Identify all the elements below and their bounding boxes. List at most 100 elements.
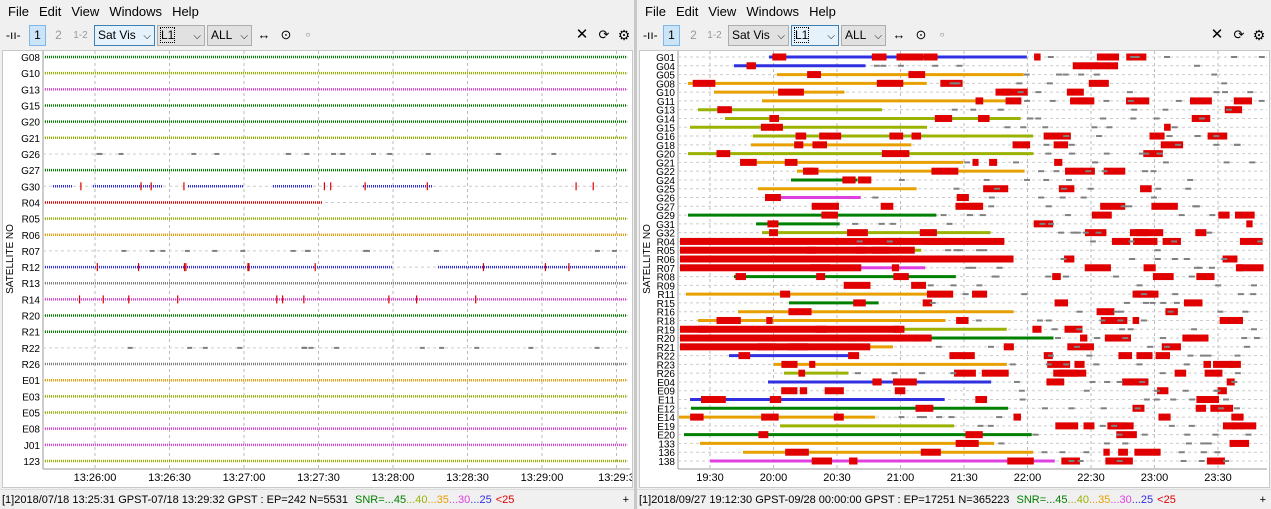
connect-icon[interactable]: -ıı- (6, 28, 21, 42)
menu-edit[interactable]: Edit (675, 4, 699, 19)
expand-icon[interactable]: + (622, 494, 629, 506)
gear-icon[interactable]: ⚙ (1252, 27, 1266, 43)
plot-type-select[interactable]: Sat Vis ⌵ (728, 25, 789, 46)
status-text: 2018/07/18 13:25:31 GPST-07/18 13:29:32 … (14, 494, 348, 506)
obs-2-button[interactable]: 2 (55, 28, 62, 42)
gear-icon[interactable]: ⚙ (617, 27, 631, 43)
satellite-label: R16 (657, 308, 676, 319)
center-origin-icon[interactable]: ⊙ (280, 27, 292, 42)
menu-help[interactable]: Help (809, 4, 836, 19)
low-snr-block (772, 53, 787, 61)
low-snr-block (871, 53, 887, 61)
low-snr-block (680, 334, 918, 342)
low-snr-block (769, 114, 779, 122)
chevron-down-icon: ⌵ (193, 31, 201, 42)
low-snr-block (1164, 123, 1171, 131)
chevron-down-icon: ⌵ (874, 31, 882, 42)
low-snr-block (1013, 413, 1021, 421)
menu-edit[interactable]: Edit (38, 4, 62, 19)
satellite-label: G20 (656, 150, 675, 161)
snr-level: <25 (1157, 494, 1176, 506)
satellite-label: R26 (657, 369, 676, 380)
menu-windows[interactable]: Windows (109, 4, 163, 19)
frequency-select[interactable]: L1 ⌵ (791, 25, 839, 46)
center-origin-icon[interactable]: ⊙ (915, 27, 927, 42)
expand-icon[interactable]: + (1259, 494, 1266, 506)
frequency-value: L1 (159, 27, 176, 43)
low-snr-block (1222, 255, 1238, 263)
menu-view[interactable]: View (708, 4, 737, 19)
satellite-label: G21 (21, 134, 40, 145)
low-snr-block (1196, 273, 1215, 281)
low-snr-block (848, 352, 860, 360)
obs-1-2-button[interactable]: 1-2 (73, 30, 88, 41)
satellite-label: R08 (657, 273, 676, 284)
low-snr-block (849, 457, 858, 465)
satellite-label: G14 (656, 114, 675, 125)
x-tick-label: 22:30 (1077, 472, 1105, 484)
close-icon[interactable]: ✕ (1210, 26, 1224, 43)
window-divider[interactable] (634, 0, 637, 509)
low-snr-block (1001, 88, 1028, 96)
satellite-label: G27 (21, 166, 40, 177)
low-snr-block (816, 273, 826, 281)
sat-vis-plot[interactable]: SATELLITE NO 19:30 20:00 20:30 21:00 21:30 22:… (639, 50, 1270, 488)
low-snr-block (972, 158, 979, 166)
reload-icon[interactable]: ⟳ (598, 27, 610, 42)
fit-horizontal-icon[interactable]: ↔ (257, 27, 271, 42)
snr-level: ...30 (448, 494, 471, 506)
sat-vis-plot[interactable]: SATELLITE NO 13:26:00 13:26:30 13:27:00 13:2… (2, 50, 633, 488)
low-snr-block (1189, 97, 1212, 105)
close-icon[interactable]: ✕ (575, 26, 589, 43)
low-snr-block (680, 343, 871, 351)
low-snr-block (1126, 97, 1150, 105)
low-snr-block (896, 53, 924, 61)
low-snr-block (1232, 422, 1244, 430)
menu-view[interactable]: View (71, 4, 100, 19)
low-snr-block (1140, 185, 1152, 193)
low-snr-block (894, 387, 906, 395)
low-snr-block (853, 299, 866, 307)
satellite-label: 138 (658, 457, 675, 468)
menu-file[interactable]: File (645, 4, 666, 19)
low-snr-block (955, 202, 982, 210)
plot-type-select[interactable]: Sat Vis ⌵ (94, 25, 155, 46)
obs-2-button[interactable]: 2 (690, 28, 697, 42)
snr-level: ...30 (1110, 494, 1132, 506)
toolbar: -ıı- 1 2 1-2 Sat Vis ⌵ L1 ⌵ ALL ⌵ ↔ ⊙ ○ ✕ ⟳… (637, 24, 1271, 48)
frequency-select[interactable]: L1 ⌵ (157, 25, 205, 46)
system-select[interactable]: ALL ⌵ (841, 25, 886, 46)
connect-icon[interactable]: -ıı- (643, 28, 658, 42)
low-snr-block (1066, 88, 1084, 96)
satellite-label: G25 (656, 185, 675, 196)
low-snr-block (692, 79, 716, 87)
rtkplot-window-left: File Edit View Windows Help -ıı- 1 2 1-2… (0, 0, 634, 509)
show-point-icon[interactable]: ○ (305, 30, 311, 39)
snr-level: ...35 (1088, 494, 1111, 506)
low-snr-block (1046, 378, 1065, 386)
satellite-label: G22 (656, 167, 675, 178)
obs-1-2-button[interactable]: 1-2 (707, 30, 722, 41)
low-snr-block (1064, 255, 1075, 263)
show-point-icon[interactable]: ○ (939, 30, 945, 39)
x-tick-label: 19:30 (696, 472, 724, 484)
reload-icon[interactable]: ⟳ (1233, 27, 1245, 42)
low-snr-block (680, 325, 900, 333)
low-snr-block (1080, 334, 1088, 342)
menu-help[interactable]: Help (172, 4, 199, 19)
menu-windows[interactable]: Windows (746, 4, 800, 19)
low-snr-block (785, 448, 809, 456)
obs-1-button[interactable]: 1 (29, 25, 46, 46)
status-bar: [1]2018/09/27 19:12:30 GPST-09/28 00:00:… (637, 489, 1271, 509)
satellite-label: R23 (657, 360, 676, 371)
menu-file[interactable]: File (8, 4, 29, 19)
satellite-label: E05 (22, 409, 40, 420)
fit-horizontal-icon[interactable]: ↔ (892, 27, 906, 42)
low-snr-block (735, 273, 746, 281)
system-select[interactable]: ALL ⌵ (207, 25, 252, 46)
x-tick-label: 13:26:30 (148, 472, 191, 484)
low-snr-block (680, 246, 915, 254)
obs-1-button[interactable]: 1 (663, 25, 680, 46)
low-snr-block (911, 132, 922, 140)
low-snr-block (847, 229, 868, 237)
